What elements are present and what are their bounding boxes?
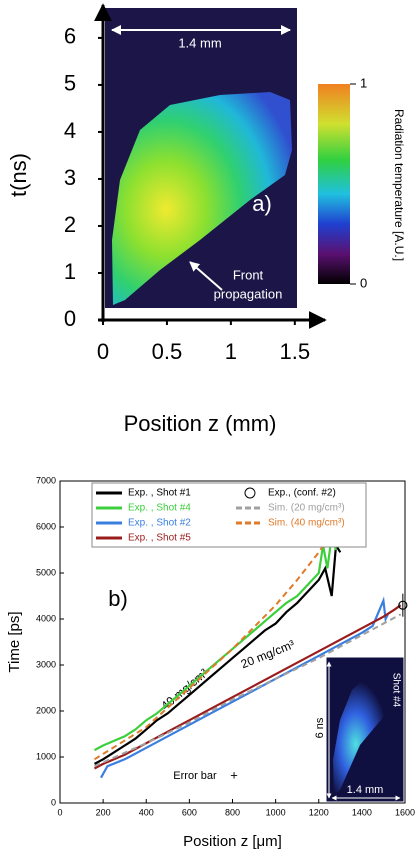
y-axis-label: t(ns) [6, 153, 31, 197]
series-line [93, 542, 342, 765]
colorbar [318, 84, 350, 284]
streak-plume [112, 92, 292, 305]
x-tick-label: 1 [225, 339, 237, 364]
annotation: Shot #4 [390, 673, 401, 708]
series-line [93, 535, 331, 761]
x-tick-label: 400 [139, 807, 154, 817]
x-tick-label: 200 [96, 807, 111, 817]
series-line [94, 613, 402, 768]
x-tick-label: 1600 [395, 807, 415, 817]
y-tick-label: 3000 [36, 659, 56, 669]
y-tick-label: 1 [64, 259, 76, 284]
colorbar-tick-label: 0 [360, 275, 367, 290]
panel-label: a) [252, 191, 272, 216]
data-point [398, 600, 408, 610]
annotation: Error bar [173, 770, 217, 782]
colorbar-label: Radiation temperature [A.U.] [392, 109, 406, 261]
series-line [93, 535, 338, 752]
annotation: + [230, 767, 238, 782]
y-tick-label: 4000 [36, 613, 56, 623]
y-tick-label: 2000 [36, 705, 56, 715]
inset-plume [333, 668, 398, 795]
x-tick-label: 1200 [309, 807, 329, 817]
legend-label: Sim. (40 mg/cm³) [268, 518, 345, 529]
legend-label: Exp., (conf. #2) [268, 488, 336, 499]
y-axis-label: Time [ps] [6, 611, 23, 672]
colorbar-tick-label: 1 [360, 75, 367, 90]
legend-swatch [244, 487, 256, 499]
x-tick-label: 0.5 [152, 339, 183, 364]
y-tick-label: 1000 [36, 751, 56, 761]
annotation: 20 mg/cm³ [239, 637, 297, 671]
y-tick-label: 0 [64, 306, 76, 331]
x-tick-label: 1.5 [280, 339, 311, 364]
annotation: 1.4 mm [178, 35, 221, 50]
legend-label: Exp. , Shot #1 [128, 488, 191, 499]
panel-label: b) [108, 586, 128, 611]
annotation: Front [233, 267, 264, 282]
y-tick-label: 7000 [36, 475, 56, 485]
legend-label: Exp. , Shot #2 [128, 518, 191, 529]
y-tick-label: 0 [51, 797, 56, 807]
legend-label: Exp. , Shot #4 [128, 503, 191, 514]
y-tick-label: 6 [64, 24, 76, 49]
annotation: propagation [214, 286, 283, 301]
x-tick-label: 0 [97, 339, 109, 364]
x-axis-label: Position z [μm] [183, 833, 282, 850]
y-tick-label: 5000 [36, 567, 56, 577]
annotation: 1.4 mm [347, 784, 384, 796]
annotation: 6 ns [314, 717, 326, 738]
y-tick-label: 4 [64, 118, 76, 143]
y-tick-label: 2 [64, 212, 76, 237]
x-axis-label: Position z (mm) [124, 411, 277, 436]
legend-label: Exp. , Shot #5 [128, 533, 191, 544]
legend-frame [91, 482, 367, 548]
x-tick-label: 800 [225, 807, 240, 817]
y-tick-label: 3 [64, 165, 76, 190]
inset-layer: 6 ns 1.4 mm Shot #4 [314, 656, 405, 803]
x-tick-label: 1400 [352, 807, 372, 817]
legend-label: Sim. (20 mg/cm³) [268, 503, 345, 514]
y-tick-label: 5 [64, 71, 76, 96]
series-line [93, 604, 402, 770]
x-tick-label: 600 [182, 807, 197, 817]
x-tick-label: 0 [57, 807, 62, 817]
x-tick-label: 1000 [266, 807, 286, 817]
front-arrow [189, 261, 223, 291]
y-tick-label: 6000 [36, 521, 56, 531]
